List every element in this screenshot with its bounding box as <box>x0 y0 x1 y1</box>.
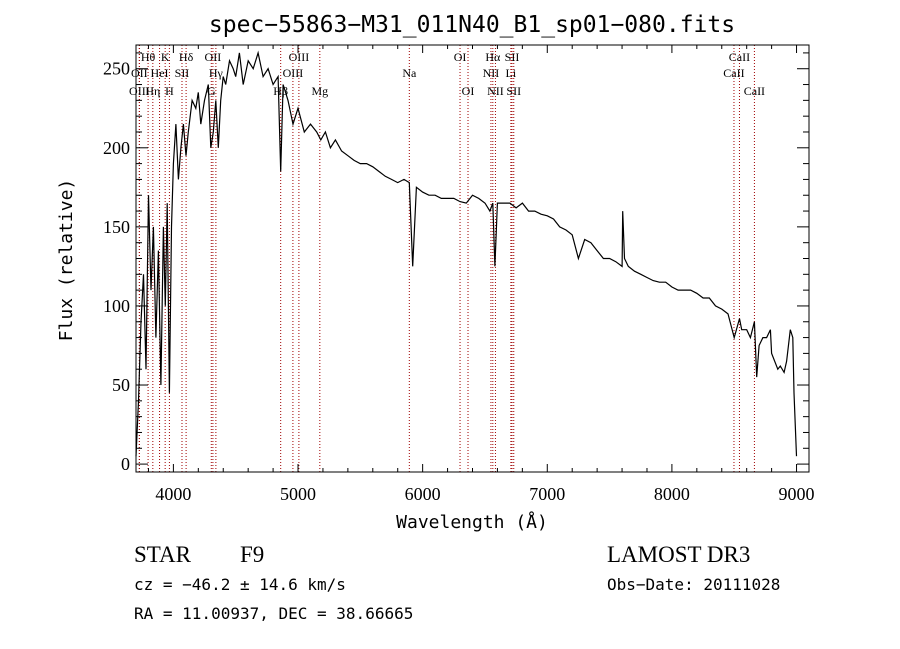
line-label: Li <box>506 66 517 80</box>
line-label: SII <box>506 84 521 98</box>
x-axis-label: Wavelength (Å) <box>396 511 548 533</box>
observation-date: Obs−Date: 20111028 <box>607 575 780 594</box>
line-label: G <box>207 84 216 98</box>
ra-dec: RA = 11.00937, DEC = 38.66665 <box>134 604 413 623</box>
line-label: OII <box>205 50 222 64</box>
y-axis-label: Flux (relative) <box>56 179 77 342</box>
line-label: Hγ <box>209 66 224 80</box>
x-tick-label: 8000 <box>654 484 690 504</box>
chart-title: spec−55863−M31_011N40_B1_sp01−080.fits <box>209 12 735 38</box>
line-label: SII <box>505 50 520 64</box>
plot-frame <box>135 44 810 473</box>
x-axis-ticks: 4000 5000 6000 7000 8000 9000 <box>147 45 815 504</box>
x-tick-label: 4000 <box>155 484 191 504</box>
line-label: CaII <box>723 66 744 80</box>
line-label: Mg <box>311 84 328 98</box>
line-label: H <box>165 84 174 98</box>
y-tick-label: 200 <box>103 138 130 158</box>
line-label: NII <box>483 66 500 80</box>
line-label: NII <box>487 84 504 98</box>
y-tick-label: 150 <box>103 217 130 237</box>
object-class: STAR <box>134 542 192 567</box>
survey-name: LAMOST DR3 <box>607 542 750 567</box>
line-label: K <box>161 50 170 64</box>
line-label: Hα <box>485 50 501 64</box>
x-tick-label: 5000 <box>280 484 316 504</box>
y-tick-label: 100 <box>103 296 130 316</box>
line-label: OI <box>454 50 467 64</box>
line-label: Hθ <box>141 50 156 64</box>
line-label: OII <box>131 66 148 80</box>
line-label: CaII <box>729 50 750 64</box>
redshift-cz: cz = −46.2 ± 14.6 km/s <box>134 575 346 594</box>
line-label: SII <box>175 66 190 80</box>
line-label: Na <box>402 66 417 80</box>
y-tick-label: 0 <box>121 454 130 474</box>
line-label: OIII <box>283 66 304 80</box>
object-subclass: F9 <box>240 542 264 567</box>
x-tick-label: 9000 <box>779 484 815 504</box>
line-label: Hβ <box>273 84 288 98</box>
line-label: Hδ <box>179 50 194 64</box>
y-axis-ticks: 0 50 100 150 200 250 <box>103 52 809 474</box>
y-tick-label: 250 <box>103 59 130 79</box>
line-label: OIII <box>289 50 310 64</box>
y-tick-label: 50 <box>112 375 130 395</box>
x-tick-label: 6000 <box>405 484 441 504</box>
line-label: Hη <box>145 84 160 98</box>
x-tick-label: 7000 <box>529 484 565 504</box>
line-label: HeI <box>151 66 169 80</box>
spectral-line-markers <box>138 45 755 472</box>
spectrum-line <box>135 50 798 457</box>
line-label: OI <box>462 84 475 98</box>
line-label: CaII <box>744 84 765 98</box>
line-label: OIII <box>129 84 150 98</box>
